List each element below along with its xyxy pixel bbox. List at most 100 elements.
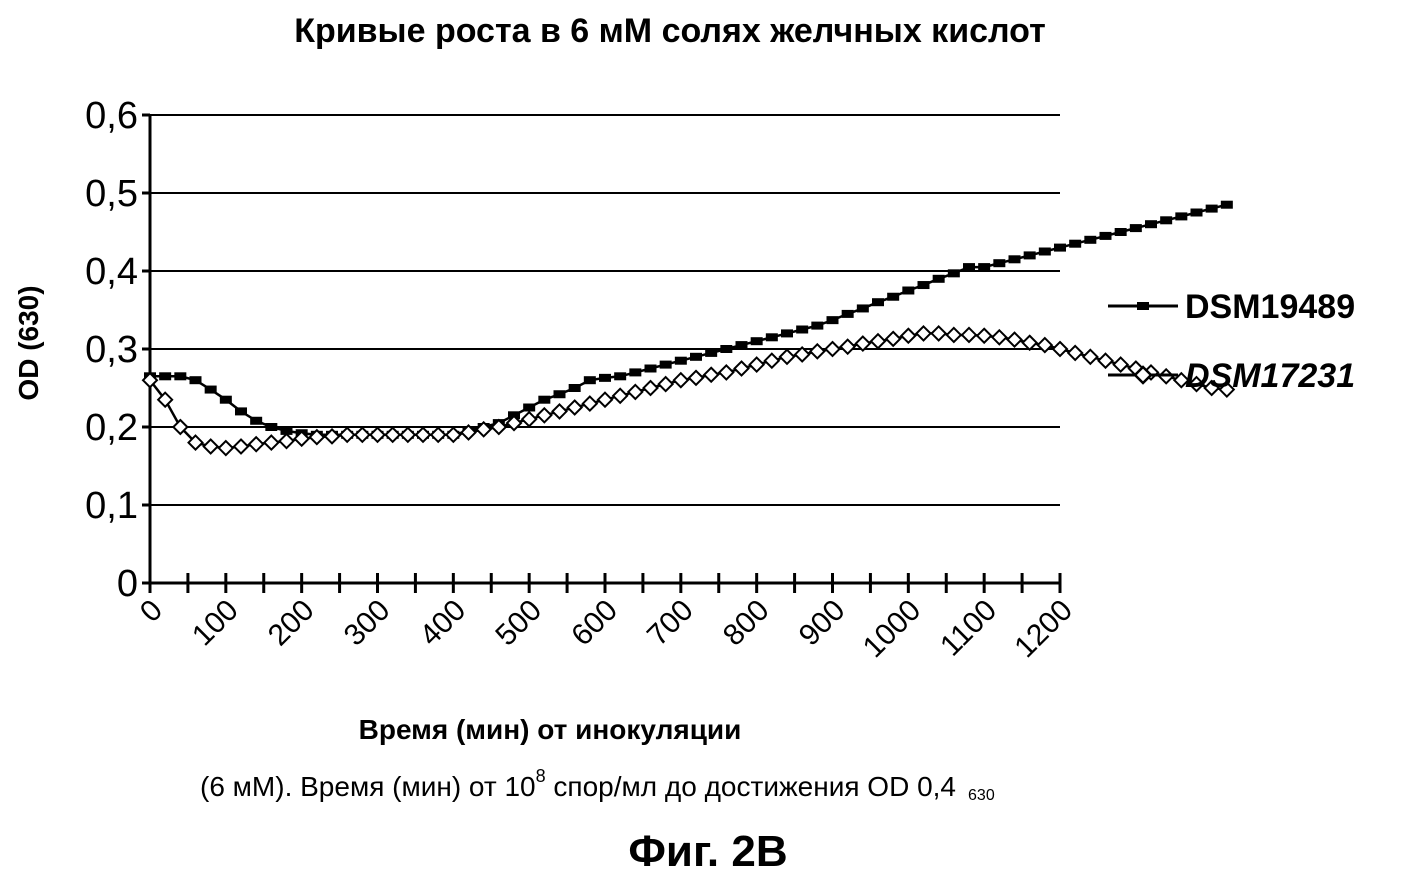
data-point [1023,336,1037,350]
data-point [568,401,582,415]
data-point [522,412,536,426]
data-point [219,441,233,455]
data-point [871,334,885,348]
data-point [204,440,218,454]
data-point [190,376,202,384]
data-point [599,374,611,382]
legend-marker-dsm19489 [1137,302,1149,310]
data-point [660,361,672,369]
data-point [249,437,263,451]
series-dsm19489 [144,201,1233,439]
data-point [933,275,945,283]
y-tick-label: 0,6 [85,95,138,137]
y-tick-label: 0,2 [85,407,138,449]
x-tick-label: 800 [717,594,776,653]
data-point [1160,216,1172,224]
data-point [1115,228,1127,236]
data-point [1191,209,1203,217]
data-point [1114,358,1128,372]
data-point [1084,236,1096,244]
data-point [584,376,596,384]
data-point [340,428,354,442]
x-axis-ticks: 0100200300400500600700800900100011001200 [134,573,1079,664]
data-point [1100,232,1112,240]
data-point [886,332,900,346]
data-point [780,350,794,364]
data-point [355,428,369,442]
data-point [735,362,749,376]
data-point [719,365,733,379]
data-point [1130,224,1142,232]
x-tick-label: 200 [262,594,321,653]
data-point [1009,255,1021,263]
data-point [932,326,946,340]
data-point [1008,333,1022,347]
data-point [1039,248,1051,256]
data-point [690,353,702,361]
data-point [446,428,460,442]
data-point [766,333,778,341]
x-axis-label: Время (мин) от инокуляции [359,714,742,745]
x-tick-label: 500 [489,594,548,653]
data-point [614,372,626,380]
data-point [811,322,823,330]
data-point [917,326,931,340]
data-point [628,385,642,399]
x-tick-label: 1000 [857,594,928,665]
legend-label-dsm19489: DSM19489 [1185,288,1355,326]
data-point [1054,244,1066,252]
data-point [554,390,566,398]
data-point [705,349,717,357]
figure-label: Фиг. 2В [628,827,787,876]
data-point [537,408,551,422]
data-point [205,386,217,394]
x-tick-label: 100 [186,594,245,653]
data-point [947,328,961,342]
data-point [386,428,400,442]
data-point [675,357,687,365]
y-tick-label: 0,3 [85,329,138,371]
data-point [689,371,703,385]
caption-prefix: (6 мМ). Время (мин) от 10 [200,771,536,802]
data-point [401,428,415,442]
data-point [1083,350,1097,364]
data-point [781,329,793,337]
data-point [265,423,277,431]
data-point [1221,201,1233,209]
legend-label-dsm17231: DSM17231 [1185,357,1355,395]
data-point [523,404,535,412]
caption-middle: спор/мл до достижения OD 0,4 [546,771,956,802]
data-point [962,328,976,342]
data-point [431,428,445,442]
data-point [1145,220,1157,228]
data-point [538,396,550,404]
caption: (6 мМ). Время (мин) от 108 спор/мл до до… [200,766,995,804]
y-axis-label: OD (630) [13,285,44,400]
data-point [280,434,294,448]
data-point [583,397,597,411]
data-point [857,304,869,312]
x-tick-label: 1200 [1008,594,1079,665]
data-point [553,404,567,418]
chart-title: Кривые роста в 6 мМ солях желчных кислот [294,12,1046,50]
data-point [645,365,657,373]
series-dsm17231 [143,326,1234,455]
x-tick-label: 300 [338,594,397,653]
x-tick-label: 900 [793,594,852,653]
data-point [750,358,764,372]
data-point [963,263,975,271]
caption-superscript: 8 [536,766,546,786]
data-point [842,310,854,318]
data-point [613,389,627,403]
y-tick-label: 0 [117,563,138,605]
data-point [569,384,581,392]
data-point [918,281,930,289]
data-point [841,340,855,354]
data-point [796,326,808,334]
legend-item-dsm19489: DSM19489 [1108,288,1355,326]
data-point [629,368,641,376]
data-point [174,372,186,380]
data-point [1053,342,1067,356]
data-point [235,407,247,415]
data-point [250,417,262,425]
